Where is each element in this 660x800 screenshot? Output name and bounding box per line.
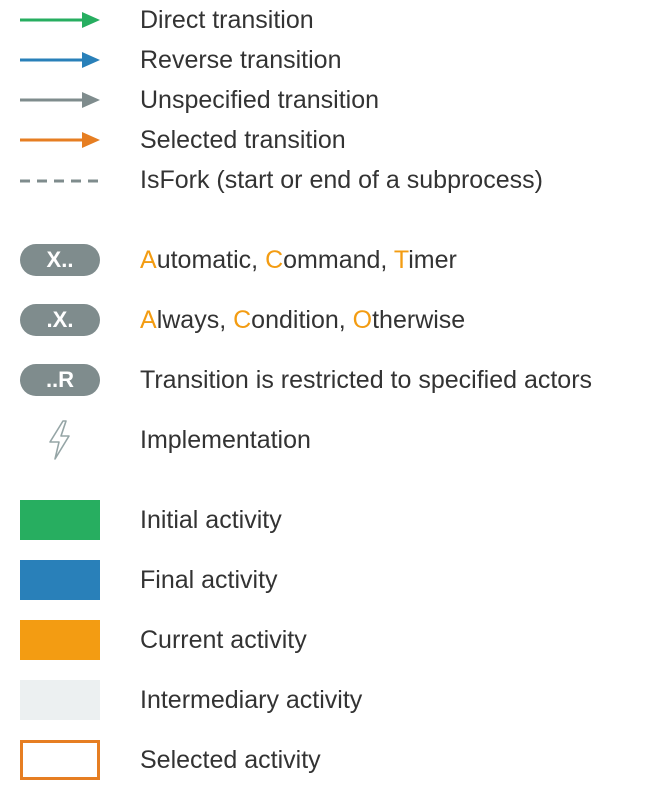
intermediary-activity-label: Intermediary activity bbox=[140, 686, 363, 714]
legend-row-current-activity: Current activity bbox=[0, 620, 660, 660]
current-activity-label: Current activity bbox=[140, 626, 307, 654]
initial-activity-symbol bbox=[20, 500, 100, 540]
legend-row-intermediary-activity: Intermediary activity bbox=[0, 680, 660, 720]
unspecified-transition-label: Unspecified transition bbox=[140, 86, 380, 114]
unspecified-transition-arrow-icon bbox=[20, 80, 100, 120]
legend-row-trigger-badge: X.. Automatic, Command, Timer bbox=[0, 240, 660, 280]
lightning-icon bbox=[20, 420, 100, 460]
condition-types-label: Always, Condition, Otherwise bbox=[140, 306, 466, 334]
intermediary-activity-swatch bbox=[20, 680, 100, 720]
reverse-transition-arrow-icon bbox=[20, 40, 100, 80]
legend-row-unspecified-transition: Unspecified transition bbox=[0, 80, 660, 120]
implementation-label: Implementation bbox=[140, 426, 311, 454]
legend-row-restricted-badge: ..R Transition is restricted to specifie… bbox=[0, 360, 660, 400]
legend-row-direct-transition: Direct transition bbox=[0, 0, 660, 40]
initial-activity-label: Initial activity bbox=[140, 506, 282, 534]
selected-activity-label: Selected activity bbox=[140, 746, 321, 774]
selected-transition-arrow-icon bbox=[20, 120, 100, 160]
isfork-label: IsFork (start or end of a subprocess) bbox=[140, 166, 543, 194]
restricted-label: Transition is restricted to specified ac… bbox=[140, 366, 593, 394]
legend-row-initial-activity: Initial activity bbox=[0, 500, 660, 540]
direct-transition-arrow-icon bbox=[20, 0, 100, 40]
intermediary-activity-symbol bbox=[20, 680, 100, 720]
dashed-line-icon bbox=[20, 160, 100, 200]
restricted-badge-text: ..R bbox=[20, 364, 100, 396]
legend-row-condition-badge: .X. Always, Condition, Otherwise bbox=[0, 300, 660, 340]
condition-badge-text: .X. bbox=[20, 304, 100, 336]
trigger-badge-text: X.. bbox=[20, 244, 100, 276]
legend-row-implementation: Implementation bbox=[0, 420, 660, 460]
selected-transition-label: Selected transition bbox=[140, 126, 346, 154]
direct-transition-label: Direct transition bbox=[140, 6, 314, 34]
current-activity-swatch bbox=[20, 620, 100, 660]
current-activity-symbol bbox=[20, 620, 100, 660]
reverse-transition-label: Reverse transition bbox=[140, 46, 342, 74]
legend-row-final-activity: Final activity bbox=[0, 560, 660, 600]
selected-activity-symbol bbox=[20, 740, 100, 780]
legend-row-reverse-transition: Reverse transition bbox=[0, 40, 660, 80]
legend-row-selected-activity: Selected activity bbox=[0, 740, 660, 780]
restricted-badge: ..R bbox=[20, 360, 100, 400]
legend-row-isfork: IsFork (start or end of a subprocess) bbox=[0, 160, 660, 200]
legend-row-selected-transition: Selected transition bbox=[0, 120, 660, 160]
selected-activity-swatch bbox=[20, 740, 100, 780]
trigger-types-label: Automatic, Command, Timer bbox=[140, 246, 457, 274]
final-activity-swatch bbox=[20, 560, 100, 600]
trigger-badge: X.. bbox=[20, 240, 100, 280]
final-activity-symbol bbox=[20, 560, 100, 600]
initial-activity-swatch bbox=[20, 500, 100, 540]
final-activity-label: Final activity bbox=[140, 566, 278, 594]
condition-badge: .X. bbox=[20, 300, 100, 340]
